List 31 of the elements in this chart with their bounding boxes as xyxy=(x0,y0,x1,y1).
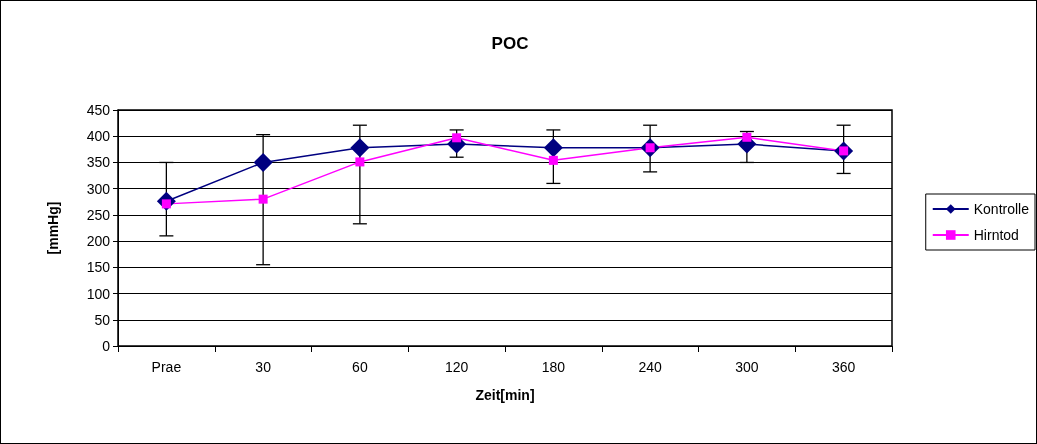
point xyxy=(548,155,558,165)
legend-label: Hirntod xyxy=(973,227,1019,243)
y-tick-label: 50 xyxy=(94,311,111,328)
x-tick-label: 120 xyxy=(444,359,469,375)
point xyxy=(355,157,365,167)
y-tick-label: 200 xyxy=(86,233,111,250)
legend-label: Kontrolle xyxy=(973,201,1030,217)
point xyxy=(253,152,273,172)
y-tick-label: 450 xyxy=(86,102,111,118)
x-axis-title: Zeit[min] xyxy=(475,387,535,403)
y-tick-label: 400 xyxy=(86,128,111,145)
point xyxy=(742,132,752,142)
y-tick-label: 0 xyxy=(102,338,111,354)
x-tick-label: 300 xyxy=(735,359,759,375)
x-tick-label: 30 xyxy=(255,359,272,375)
y-tick-label: 350 xyxy=(86,154,111,171)
x-tick-label: 180 xyxy=(541,359,566,375)
x-tick-label: 60 xyxy=(352,359,368,375)
x-tick-label: 360 xyxy=(831,359,856,375)
chart-title: POC xyxy=(491,34,529,53)
x-tick-label: Prae xyxy=(151,359,182,375)
point xyxy=(258,194,268,204)
point xyxy=(452,133,462,143)
x-tick-label: 240 xyxy=(638,359,663,375)
y-tick-label: 300 xyxy=(86,180,111,197)
y-axis-title: [mmHg] xyxy=(45,201,61,255)
point xyxy=(350,138,370,158)
y-tick-label: 150 xyxy=(86,259,111,276)
point xyxy=(543,138,563,158)
y-tick-label: 100 xyxy=(86,285,111,302)
y-tick-label: 250 xyxy=(86,206,111,223)
